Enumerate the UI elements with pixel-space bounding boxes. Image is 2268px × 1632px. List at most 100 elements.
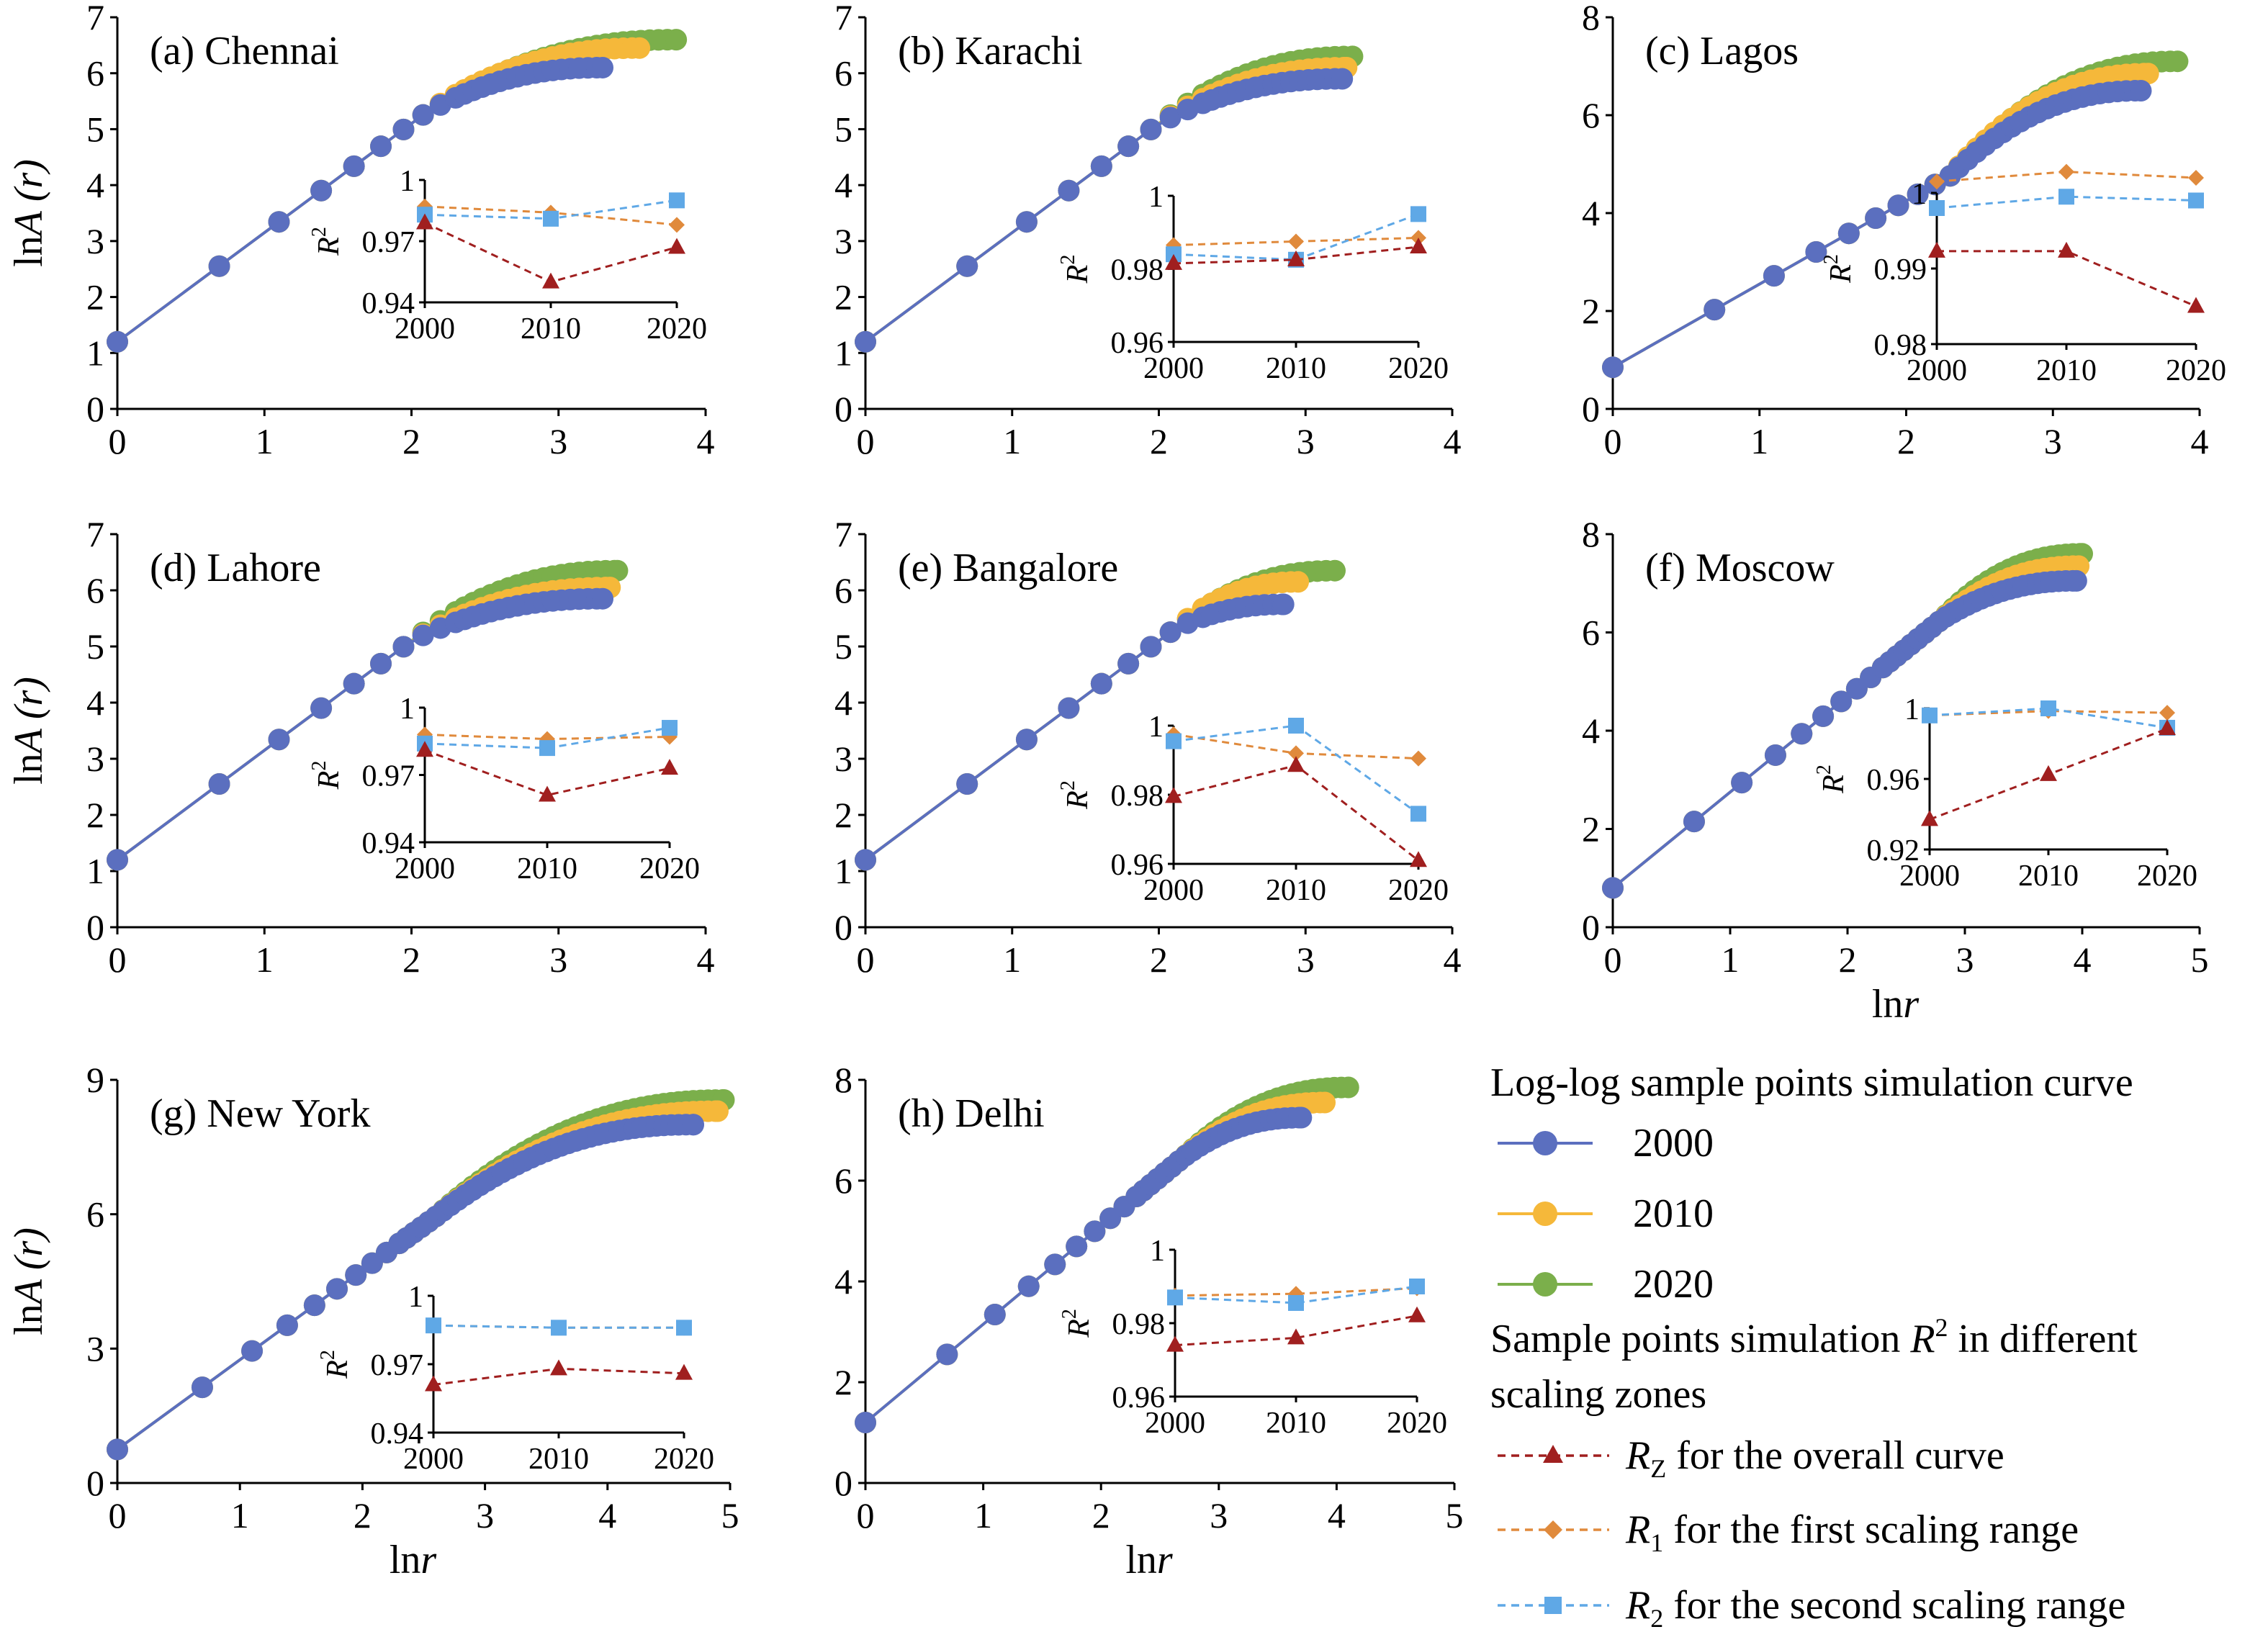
inset-RZ-point	[2058, 241, 2075, 258]
panel-3: 0 2 4 6 8 0 1 2 3 4 (c) Lagos 0.98 0.99 1 2000 2010 2020…	[1582, 0, 2226, 461]
inset-y-tick-label: 0.98	[1111, 254, 1164, 287]
x-tick-label: 0	[109, 421, 127, 461]
x-tick-label: 2	[1839, 939, 1857, 980]
series-2000-point	[1140, 636, 1162, 658]
legend-label-r2: R2 for the second scaling range	[1625, 1583, 2125, 1632]
y-tick-label: 1	[86, 851, 104, 891]
legend-marker-2020	[1533, 1272, 1557, 1297]
panel-title: (h) Delhi	[898, 1091, 1045, 1136]
inset-R1-line	[1936, 171, 2197, 183]
x-tick-label: 4	[697, 939, 715, 980]
y-tick-label: 0	[1582, 389, 1600, 429]
inset-chart: 0.94 0.97 1 2000 2010 2020 R2	[317, 1281, 714, 1476]
series-2000-point	[1602, 877, 1624, 899]
inset-y-axis-label-r: R	[312, 237, 346, 256]
series-2020-line	[116, 569, 618, 862]
inset-y-axis-label-sup: 2	[308, 761, 330, 771]
inset-y-tick-label: 1	[1904, 693, 1920, 726]
series-2000-point	[1764, 744, 1786, 766]
y-tick-label: 6	[86, 570, 104, 610]
y-axis-label-A: A	[6, 210, 51, 238]
y-tick-label: 7	[834, 514, 852, 554]
inset-y-tick-label: 1	[1912, 178, 1927, 211]
series-2000-point	[412, 104, 434, 126]
inset-R2-point	[662, 720, 678, 736]
y-tick-label: 3	[86, 221, 104, 261]
series-2000-point	[208, 255, 230, 277]
y-tick-label: 6	[834, 570, 852, 610]
inset-chart: 0.96 0.98 1 2000 2010 2020 R2	[1057, 181, 1449, 385]
y-tick-label: 4	[834, 682, 852, 723]
y-tick-label: 0	[834, 907, 852, 947]
legend-label-2010: 2010	[1633, 1191, 1714, 1236]
inset-RZ-point	[2040, 765, 2057, 781]
x-tick-label: 1	[1722, 939, 1740, 980]
series-2000-point	[345, 1264, 367, 1286]
series-2000-point	[592, 587, 614, 610]
series-2010-line	[1611, 564, 2079, 889]
series-2000-point	[343, 672, 365, 695]
y-axis-label: lnA (r)	[6, 159, 51, 267]
y-tick-label: 2	[834, 1362, 852, 1402]
series-2000-line	[1611, 579, 2076, 889]
inset-R1-point	[2188, 170, 2204, 186]
inset-y-tick-label: 1	[400, 693, 415, 726]
inset-R2-point	[1922, 707, 1938, 723]
inset-R2-point	[2058, 189, 2074, 205]
series-2000-point	[370, 135, 392, 158]
series-2000-point	[1159, 107, 1182, 129]
series-2010-line	[864, 1101, 1325, 1424]
inset-RZ-line	[1174, 1315, 1418, 1347]
x-tick-label: 5	[721, 1495, 739, 1536]
x-tick-label: 5	[1446, 1495, 1464, 1536]
series-2000-point	[325, 1278, 348, 1300]
inset-y-axis-label-sup: 2	[1820, 254, 1842, 264]
series-2000-point	[956, 255, 978, 277]
inset-R1-point	[669, 217, 685, 233]
inset-y-axis-label-r: R	[1061, 790, 1094, 810]
x-axis-label-r: r	[1157, 1538, 1173, 1582]
inset-y-tick-label: 0.97	[362, 760, 415, 793]
y-tick-label: 1	[834, 851, 852, 891]
y-tick-label: 0	[834, 1463, 852, 1503]
panel-title: (g) New York	[150, 1091, 370, 1136]
inset-RZ-point	[1408, 1306, 1426, 1322]
inset-y-axis-label-r: R	[1063, 1319, 1096, 1338]
series-2000-point	[1805, 240, 1827, 263]
series-2000-point	[682, 1114, 704, 1136]
inset-R2-point	[1166, 733, 1182, 749]
series-2000-point	[1290, 1106, 1313, 1129]
x-tick-label: 0	[857, 421, 875, 461]
y-tick-label: 4	[86, 165, 104, 205]
series-2000-point	[1272, 593, 1295, 616]
inset-R2-point	[543, 210, 559, 227]
inset-y-axis-label-sup: 2	[1057, 255, 1079, 265]
inset-y-tick-label: 1	[1148, 181, 1164, 214]
y-tick-label: 0	[86, 907, 104, 947]
inset-y-axis-label: R2	[1820, 254, 1858, 284]
x-axis-label-r: r	[420, 1538, 436, 1582]
inset-x-tick-label: 2000	[1907, 354, 1967, 387]
series-2000-point	[1865, 207, 1887, 230]
legend: Log-log sample points simulation curve 20…	[1490, 1060, 2138, 1632]
panel-4: 0 1 2 3 4 5 6 7 0 1 2 3 4 (d) Lahore lnA (r) 0.94 0.97 1 2…	[6, 514, 715, 980]
x-tick-label: 0	[857, 939, 875, 980]
series-2000-point	[2130, 80, 2152, 102]
series-2020-line	[1611, 552, 2082, 889]
x-tick-label: 2	[1092, 1495, 1110, 1536]
inset-y-axis-label-sup: 2	[1813, 765, 1835, 775]
inset-y-axis-label: R2	[1813, 765, 1850, 794]
inset-R2-point	[426, 1317, 441, 1334]
inset-R2-point	[539, 740, 555, 757]
panel-1: 0 1 2 3 4 5 6 7 0 1 2 3 4 (a) Chennai lnA (r) 0.94 0.97 1…	[6, 0, 715, 461]
series-2010-point	[1314, 1091, 1336, 1114]
x-tick-label: 0	[1604, 939, 1622, 980]
inset-y-tick-label: 0.96	[1112, 1381, 1166, 1415]
inset-y-axis-label-sup: 2	[1058, 1309, 1081, 1319]
y-tick-label: 4	[86, 682, 104, 723]
inset-chart: 0.92 0.96 1 2000 2010 2020 R2	[1813, 693, 2197, 893]
series-2000-point	[1084, 1220, 1106, 1243]
panel-title: (c) Lagos	[1645, 29, 1799, 73]
series-2000-point	[392, 118, 415, 140]
